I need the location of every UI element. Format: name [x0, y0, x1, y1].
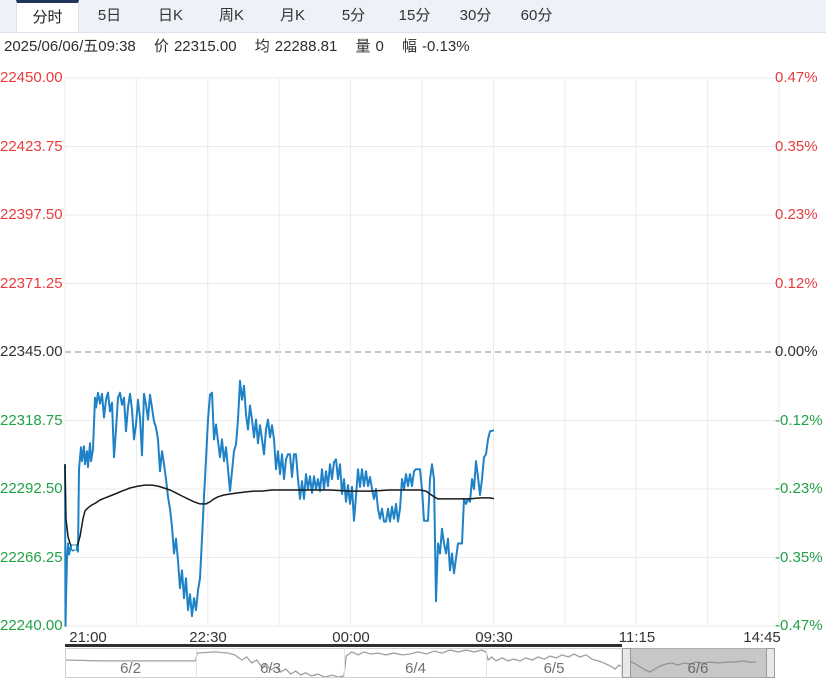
y-axis-percent-label: 0.00%: [775, 343, 818, 360]
y-axis-percent-label: -0.47%: [775, 617, 823, 634]
navigator-date-label: 6/2: [120, 660, 141, 677]
tab-15min[interactable]: 15分: [398, 7, 431, 24]
y-axis-price-label: 22318.75: [0, 411, 63, 429]
quote-datetime: 2025/06/06/五09:38: [4, 38, 136, 55]
chart-period-tabbar: 分时 5日 日K 周K 月K 5分 15分 30分 60分: [0, 0, 826, 33]
y-axis-price-label: 22240.00: [0, 617, 63, 634]
average-line: [64, 464, 495, 549]
y-axis-percent-label: -0.35%: [775, 548, 823, 566]
quote-average: 均 22288.81: [254, 38, 338, 55]
y-axis-price-label: 22397.50: [0, 206, 63, 223]
navigator-date-6-2[interactable]: 6/2: [65, 648, 197, 678]
y-axis-percent-label: -0.12%: [775, 411, 823, 429]
x-axis-time-label: 22:30: [189, 629, 227, 646]
tab-30min[interactable]: 30分: [459, 7, 492, 24]
price-line: [64, 379, 495, 627]
tab-day-k[interactable]: 日K: [157, 7, 183, 24]
y-axis-percent-label: 0.35%: [775, 137, 818, 155]
navigator-date-label: 6/4: [405, 660, 426, 677]
navigator-left-handle[interactable]: [621, 648, 631, 678]
open-price-marker: [71, 544, 77, 551]
navigator-right-handle[interactable]: [766, 648, 775, 678]
y-axis-price-label: 22423.75: [0, 137, 63, 155]
navigator-sparkline: [64, 649, 756, 678]
navigator-date-label: 6/5: [543, 660, 565, 677]
tab-5day[interactable]: 5日: [97, 7, 122, 24]
plot-area[interactable]: [65, 78, 779, 626]
navigator-date-label: 6/6: [687, 660, 709, 677]
y-axis-percent-label: 0.12%: [775, 274, 818, 292]
tab-week-k[interactable]: 周K: [218, 7, 244, 24]
y-axis-price-label: 22292.50: [0, 480, 63, 497]
navigator-date-label: 6/3: [260, 660, 281, 677]
quote-change: 幅 -0.13%: [402, 38, 470, 55]
tab-60min[interactable]: 60分: [520, 7, 553, 24]
x-axis-time-label: 11:15: [618, 629, 656, 646]
navigator-date-6-4[interactable]: 6/4: [345, 648, 488, 678]
tab-month-k[interactable]: 月K: [279, 7, 305, 24]
y-axis-percent-label: 0.47%: [775, 69, 818, 86]
tab-5min[interactable]: 5分: [341, 7, 366, 24]
y-axis-price-label: 22266.25: [0, 548, 63, 566]
y-axis-price-label: 22450.00: [0, 69, 63, 86]
navigator-loaded-range-bar: [65, 644, 622, 647]
x-axis-time-label: 00:00: [332, 629, 370, 646]
tab-intraday[interactable]: 分时: [16, 0, 79, 32]
y-axis-price-label: 22371.25: [0, 274, 63, 292]
y-axis-percent-label: 0.23%: [775, 206, 818, 223]
navigator-selection[interactable]: [630, 648, 766, 678]
navigator-date-6-5[interactable]: 6/5: [487, 648, 622, 678]
x-axis-time-label: 14:45: [743, 629, 781, 646]
y-axis-percent-label: -0.23%: [775, 480, 823, 497]
y-axis-price-label: 22345.00: [0, 343, 63, 360]
x-axis-time-label: 09:30: [475, 629, 513, 646]
quote-price: 价 22315.00: [153, 38, 237, 55]
navigator-date-6-3[interactable]: 6/3: [197, 648, 346, 678]
x-axis-time-label: 21:00: [69, 629, 107, 646]
